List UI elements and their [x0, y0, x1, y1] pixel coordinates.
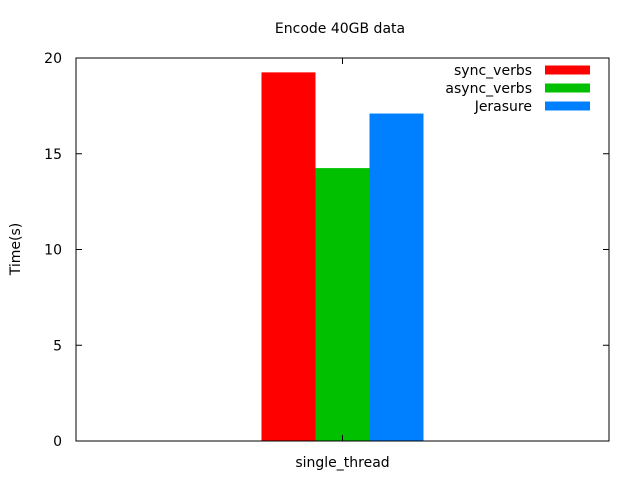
y-tick-label: 20 — [44, 51, 62, 67]
chart-title: Encode 40GB data — [275, 21, 405, 37]
y-tick-label: 10 — [44, 243, 62, 259]
legend-swatch-sync-verbs — [545, 65, 590, 75]
y-tick-label: 0 — [53, 434, 62, 450]
legend: sync_verbs async_verbs Jerasure — [445, 63, 590, 115]
legend-swatch-async-verbs — [545, 83, 590, 93]
x-tick-label: single_thread — [295, 455, 389, 471]
plot-layer: single_thread 0 5 10 15 20 — [44, 51, 610, 471]
y-tick-label: 15 — [44, 147, 62, 163]
bar-sync-verbs — [261, 72, 316, 442]
bar-async-verbs — [315, 168, 370, 442]
y-tick-label: 5 — [53, 338, 62, 354]
bar-jerasure — [369, 113, 424, 441]
legend-label-sync-verbs: sync_verbs — [454, 63, 532, 79]
legend-label-async-verbs: async_verbs — [445, 81, 532, 97]
legend-swatch-jerasure — [545, 101, 590, 111]
legend-label-jerasure: Jerasure — [474, 99, 532, 115]
y-axis-label: Time(s) — [8, 223, 24, 276]
